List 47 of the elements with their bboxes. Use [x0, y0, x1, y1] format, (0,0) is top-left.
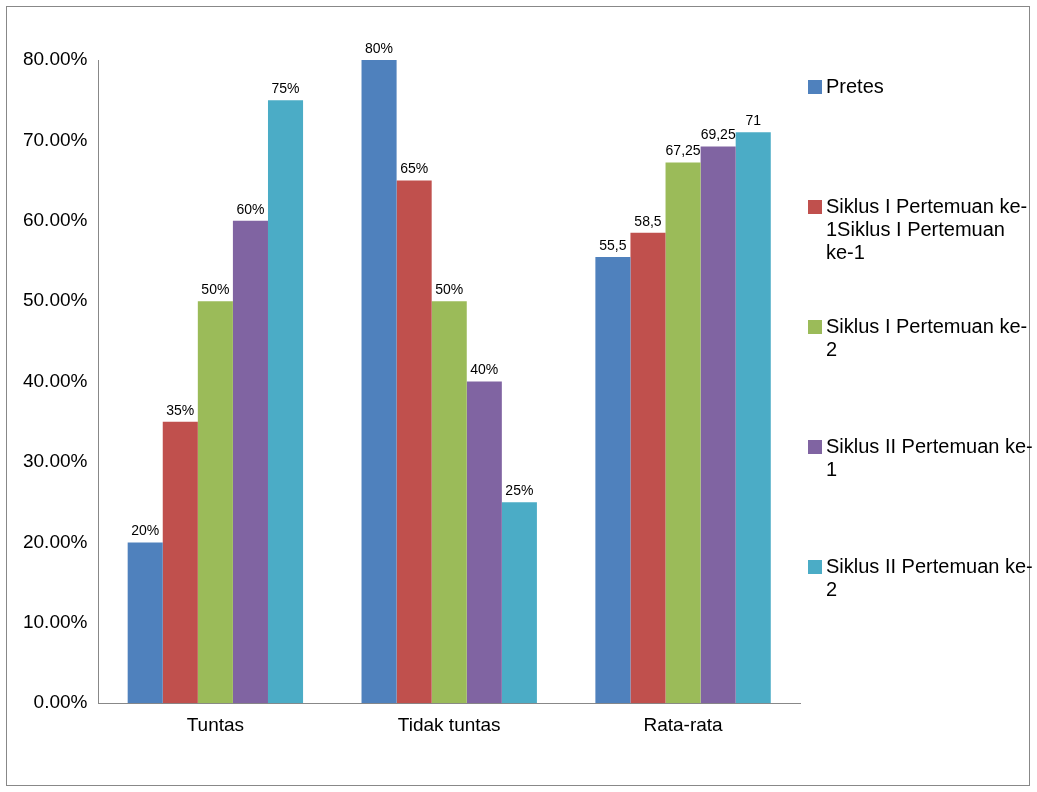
data-label: 58,5 — [634, 212, 662, 229]
y-tick-label: 30.00% — [22, 450, 88, 472]
data-label: 80% — [365, 39, 394, 56]
y-tick-label: 10.00% — [22, 611, 88, 633]
bar — [267, 100, 304, 704]
data-label: 75% — [271, 80, 300, 97]
data-label: 65% — [400, 160, 429, 177]
x-tick-label: Rata-rata — [643, 713, 724, 735]
data-label: 35% — [166, 401, 195, 418]
bar — [665, 162, 701, 704]
bar — [700, 146, 736, 704]
data-label: 71 — [745, 112, 762, 129]
bar — [595, 256, 631, 704]
bar — [197, 301, 233, 704]
bar — [501, 502, 537, 704]
data-label: 60% — [236, 200, 265, 217]
data-label: 20% — [131, 522, 160, 539]
data-label: 55,5 — [599, 236, 627, 253]
x-tick-label: Tidak tuntas — [397, 713, 501, 735]
legend-label: Siklus I Pertemuan ke-1Siklus I Pertemuan ke-1 — [826, 195, 1029, 264]
legend-label: Pretes — [826, 75, 884, 98]
data-label: 50% — [435, 281, 464, 298]
bar — [127, 542, 163, 704]
data-label: 50% — [201, 281, 230, 298]
legend-label: Siklus II Pertemuan ke-2 — [826, 555, 1033, 601]
bar — [431, 301, 467, 704]
y-tick-label: 20.00% — [22, 530, 88, 552]
y-tick-label: 60.00% — [22, 209, 88, 231]
y-tick-label: 0.00% — [33, 691, 88, 713]
data-label: 25% — [505, 482, 534, 499]
data-label: 69,25 — [700, 126, 736, 143]
data-label: 40% — [470, 361, 499, 378]
y-tick-label: 80.00% — [22, 48, 88, 70]
y-tick-label: 50.00% — [22, 289, 88, 311]
bar — [396, 180, 432, 704]
x-tick-label: Tuntas — [186, 713, 245, 735]
bar — [361, 60, 397, 704]
data-label: 67,25 — [665, 142, 701, 159]
y-tick-label: 40.00% — [22, 369, 88, 391]
bar — [162, 421, 198, 704]
legend-label: Siklus I Pertemuan ke-2 — [826, 315, 1029, 361]
legend-label: Siklus II Pertemuan ke-1 — [826, 435, 1033, 481]
bar — [466, 381, 502, 704]
y-tick-label: 70.00% — [22, 128, 88, 150]
bar — [735, 132, 771, 704]
bar — [630, 232, 666, 704]
bar — [232, 220, 268, 704]
